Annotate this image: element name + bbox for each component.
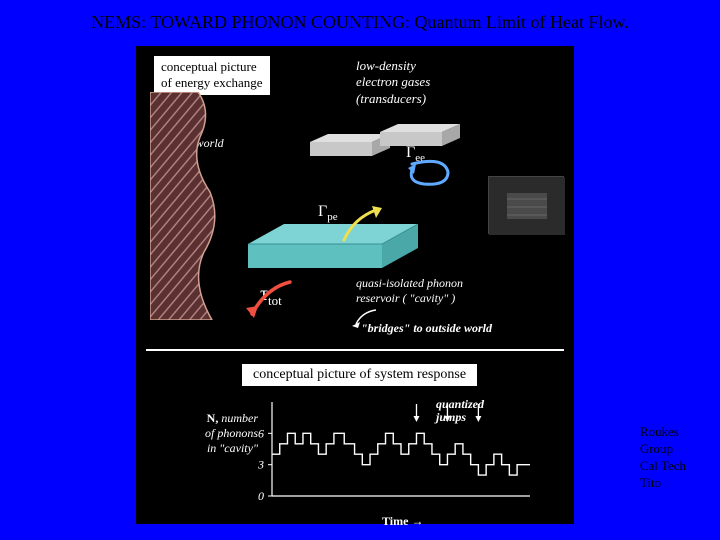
reservoir-caption: quasi-isolated phonon reservoir ( "cavit…: [356, 276, 463, 306]
svg-text:3: 3: [257, 458, 264, 472]
transducer-line2: electron gases: [356, 74, 430, 90]
credit-l1: Roukes: [640, 424, 686, 441]
exchange-line2: of energy exchange: [161, 75, 263, 91]
credit-l2: Group: [640, 441, 686, 458]
phonon-step-chart: 0 3 6: [176, 396, 538, 514]
figure-container: conceptual picture of energy exchange lo…: [136, 46, 574, 524]
bridges-caption: "bridges" to outside world: [361, 321, 492, 336]
response-box-label: conceptual picture of system response: [242, 364, 477, 386]
sem-inset-image: [488, 176, 564, 234]
transducer-block: [310, 134, 390, 156]
section-divider: [146, 349, 564, 351]
svg-text:6: 6: [258, 426, 264, 440]
gamma-pe-sym: Γ: [318, 203, 327, 220]
exchange-box-label: conceptual picture of energy exchange: [154, 56, 270, 95]
transducer-caption: low-density electron gases (transducers): [356, 58, 430, 107]
arrow-tot-icon: [244, 278, 296, 327]
gamma-pe-label: Γpe: [318, 203, 338, 223]
transducer-block: [380, 124, 460, 146]
transducer-line3: (transducers): [356, 91, 430, 107]
arrow-pe-icon: [336, 204, 384, 249]
phonon-cavity-slab: [248, 224, 418, 284]
exchange-line1: conceptual picture: [161, 59, 263, 75]
credit-l4: Tito: [640, 475, 686, 492]
reservoir-line1: quasi-isolated phonon: [356, 276, 463, 291]
chart-x-axis-label: Time →: [382, 514, 423, 529]
credit-l3: Cal Tech: [640, 458, 686, 475]
svg-text:0: 0: [258, 489, 264, 503]
page-title: NEMS: TOWARD PHONON COUNTING: Quantum Li…: [0, 12, 720, 33]
credit-block: Roukes Group Cal Tech Tito: [640, 424, 686, 492]
transducer-line1: low-density: [356, 58, 430, 74]
reservoir-line2: reservoir ( "cavity" ): [356, 291, 463, 306]
outside-world-wall: [150, 92, 228, 320]
arrow-ee-icon: [404, 158, 452, 193]
